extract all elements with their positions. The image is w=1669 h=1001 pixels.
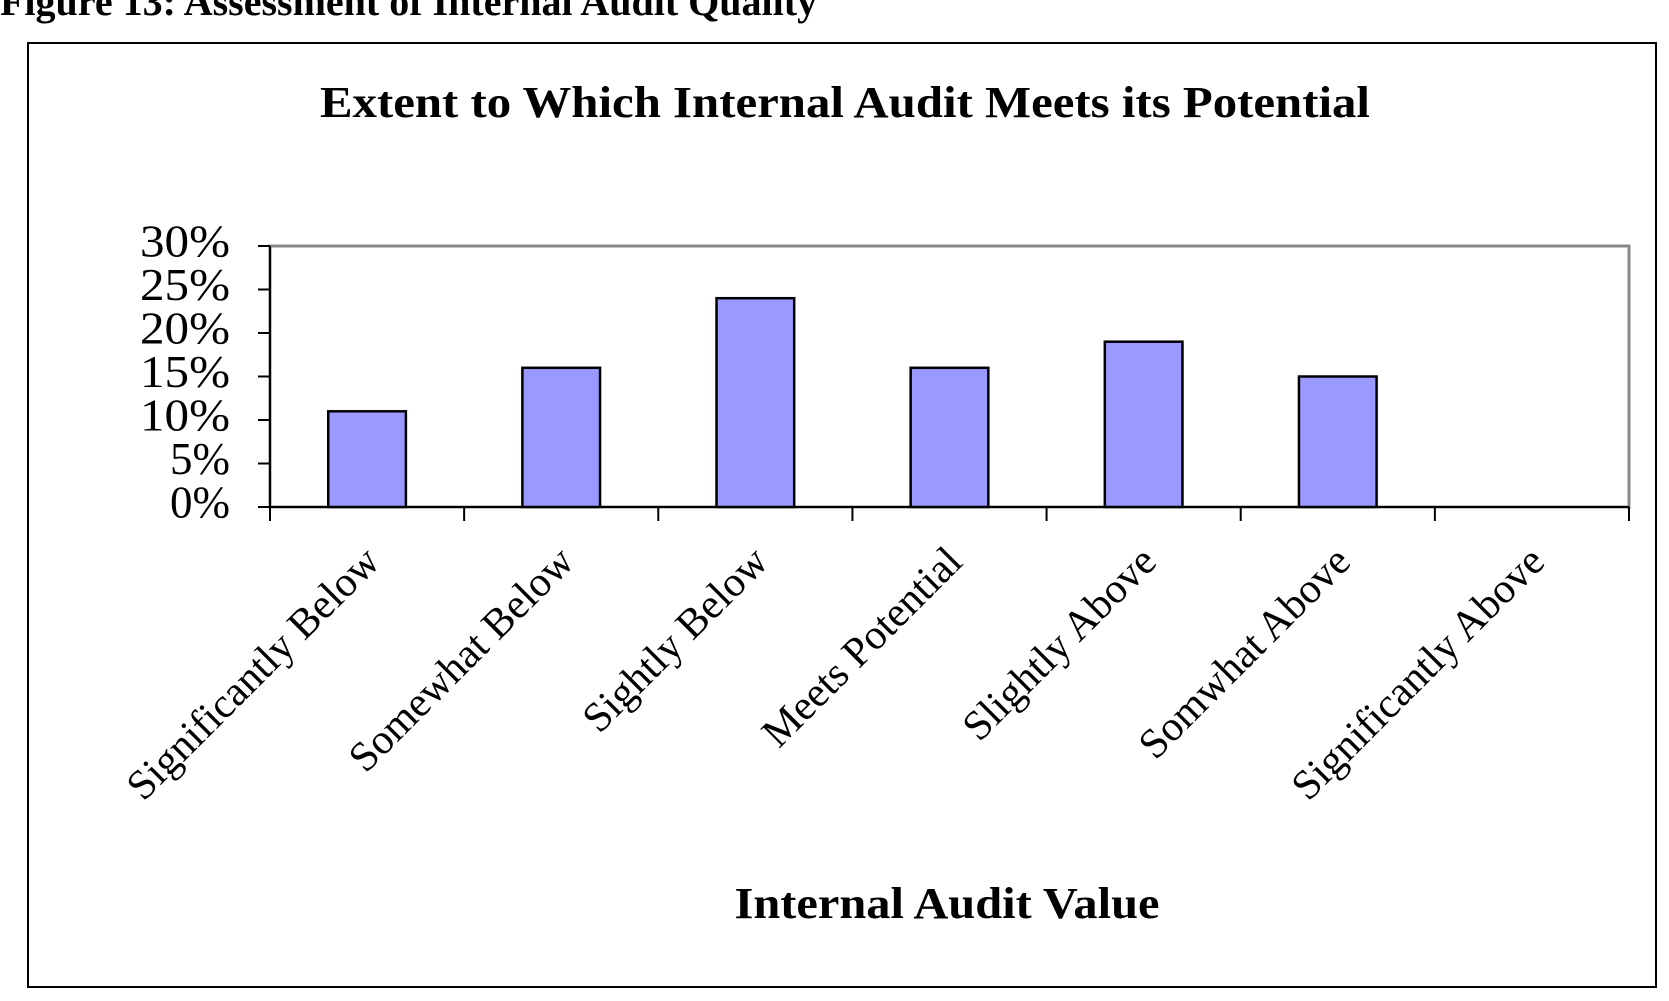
y-tick-label: 25% [140,259,230,310]
y-tick-label: 10% [140,390,230,441]
chart-title: Extent to Which Internal Audit Meets its… [320,78,1370,127]
y-tick-label: 30% [140,216,230,267]
bar [909,366,990,509]
x-tick-label: Sightly Below [574,538,778,742]
bar [326,410,408,509]
bar [715,296,796,509]
bar [1297,375,1378,509]
bar [1103,340,1184,509]
x-tick-label: Slightly Above [954,538,1166,750]
y-tick-label: 0% [170,477,230,528]
figure-title: Figure 13: Assessment of Internal Audit … [0,0,817,24]
x-tick-label: Meets Potential [753,538,971,756]
y-tick-label: 5% [170,433,230,484]
x-tick-label: Significantly Below [118,538,389,809]
y-tick-label: 15% [140,346,230,397]
y-tick-label: 20% [140,303,230,354]
x-axis-label: Internal Audit Value [735,879,1160,928]
chart-frame [27,42,1657,988]
bar [521,366,602,509]
